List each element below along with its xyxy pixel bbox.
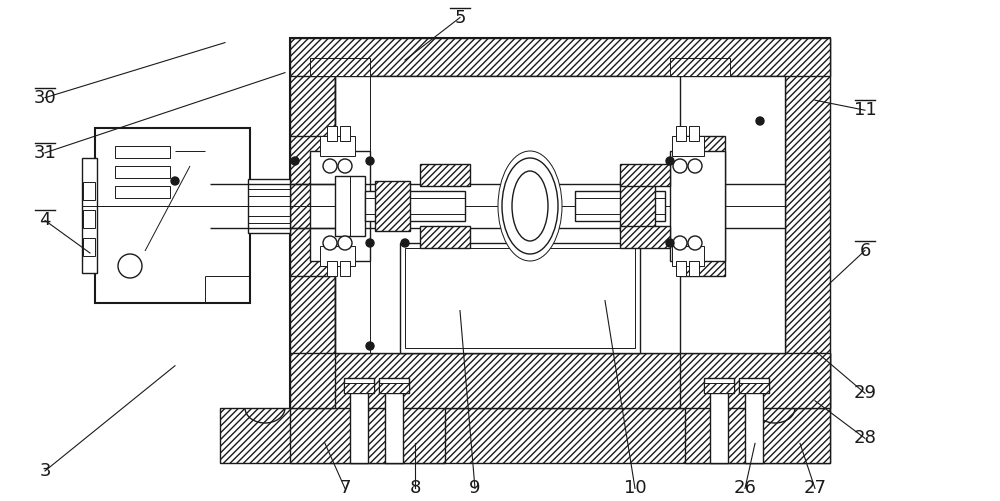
Ellipse shape — [512, 171, 548, 241]
Circle shape — [673, 236, 687, 250]
Bar — [340, 261, 350, 276]
Bar — [290, 353, 445, 463]
Text: 26: 26 — [734, 479, 756, 497]
Bar — [739, 383, 769, 393]
Bar — [379, 383, 409, 393]
Circle shape — [666, 157, 674, 165]
Text: 31: 31 — [34, 144, 56, 162]
Bar — [620, 181, 655, 231]
Bar — [676, 126, 686, 141]
Bar — [405, 248, 635, 348]
Text: 28: 28 — [854, 429, 876, 447]
Circle shape — [688, 159, 702, 173]
Bar — [327, 126, 337, 141]
Bar — [689, 261, 699, 276]
Bar — [335, 176, 365, 236]
Bar — [365, 191, 465, 221]
Text: 29: 29 — [854, 384, 876, 402]
Bar — [115, 166, 170, 178]
Bar — [320, 136, 355, 156]
Ellipse shape — [498, 151, 562, 261]
Circle shape — [756, 117, 764, 125]
Bar — [739, 378, 769, 393]
Bar — [290, 353, 830, 408]
Bar — [620, 164, 670, 186]
Circle shape — [323, 159, 337, 173]
Bar — [745, 388, 763, 463]
Bar — [385, 388, 403, 463]
Bar — [680, 136, 725, 276]
Bar — [670, 58, 730, 76]
Bar — [785, 38, 830, 408]
Text: 3: 3 — [39, 462, 51, 480]
Bar — [290, 38, 335, 408]
Bar — [320, 246, 355, 266]
Circle shape — [338, 159, 352, 173]
Bar — [420, 226, 470, 248]
Bar — [310, 58, 370, 76]
Bar — [670, 151, 725, 261]
Circle shape — [688, 236, 702, 250]
Bar — [420, 164, 470, 186]
Circle shape — [291, 157, 299, 165]
Circle shape — [323, 236, 337, 250]
Text: 4: 4 — [39, 211, 51, 229]
Bar — [575, 191, 665, 221]
Text: 11: 11 — [854, 101, 876, 119]
Bar — [672, 136, 704, 156]
Bar — [220, 408, 830, 463]
Bar — [115, 186, 170, 198]
Bar — [689, 126, 699, 141]
Circle shape — [366, 342, 374, 350]
Ellipse shape — [502, 158, 558, 254]
Bar — [82, 158, 97, 273]
Bar — [83, 238, 95, 256]
Bar — [375, 181, 410, 231]
Bar — [400, 243, 640, 353]
Circle shape — [666, 239, 674, 247]
Text: 30: 30 — [34, 89, 56, 107]
Bar — [290, 136, 335, 276]
Bar — [83, 210, 95, 228]
Bar — [685, 353, 830, 463]
Bar — [672, 246, 704, 266]
Bar — [379, 378, 409, 393]
Bar — [680, 76, 785, 353]
Circle shape — [366, 157, 374, 165]
Bar — [83, 182, 95, 200]
Circle shape — [366, 239, 374, 247]
Bar — [290, 38, 830, 76]
Text: 5: 5 — [454, 9, 466, 27]
Bar — [115, 146, 170, 158]
Bar — [248, 179, 290, 233]
Text: 7: 7 — [339, 479, 351, 497]
Text: 8: 8 — [409, 479, 421, 497]
Bar — [95, 128, 250, 303]
Circle shape — [338, 236, 352, 250]
Bar — [340, 126, 350, 141]
Bar — [310, 151, 370, 261]
Circle shape — [118, 254, 142, 278]
Bar — [704, 383, 734, 393]
Bar — [704, 378, 734, 393]
Text: 9: 9 — [469, 479, 481, 497]
Bar — [350, 388, 368, 463]
Circle shape — [673, 159, 687, 173]
Bar — [290, 38, 830, 408]
Bar — [710, 388, 728, 463]
Text: 27: 27 — [804, 479, 826, 497]
Bar — [335, 76, 785, 353]
Text: 10: 10 — [624, 479, 646, 497]
Bar — [676, 261, 686, 276]
Text: 6: 6 — [859, 241, 871, 260]
Bar — [344, 383, 374, 393]
Circle shape — [171, 177, 179, 185]
Bar — [344, 378, 374, 393]
Bar — [620, 226, 670, 248]
Bar — [327, 261, 337, 276]
Circle shape — [401, 239, 409, 247]
